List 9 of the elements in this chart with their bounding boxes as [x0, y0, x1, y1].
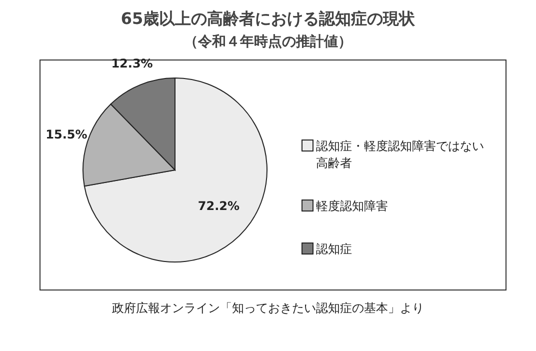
- data-label: 15.5%: [46, 127, 88, 142]
- chart-title: 65歳以上の高齢者における認知症の現状: [120, 9, 416, 28]
- chart-subtitle: （令和４年時点の推計値）: [184, 34, 352, 50]
- data-label: 12.3%: [111, 56, 153, 71]
- legend-label: 軽度認知障害: [316, 199, 388, 213]
- text: 政府広報オンライン「知っておきたい認知症の基本」より: [112, 301, 424, 315]
- legend-label: 認知症・軽度認知障害ではない高齢者: [316, 139, 484, 170]
- data-label: 72.2%: [198, 198, 240, 213]
- legend-label: 認知症: [316, 242, 352, 256]
